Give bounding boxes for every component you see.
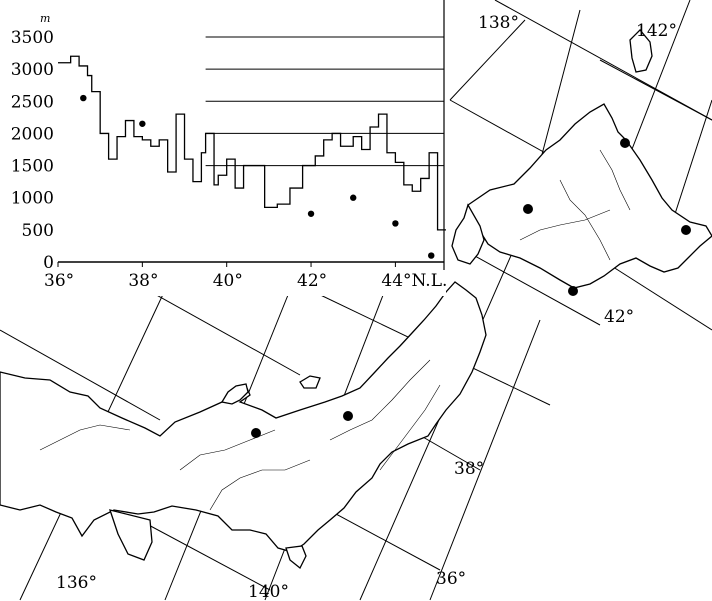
river-line xyxy=(329,359,431,441)
oshima-peninsula xyxy=(451,203,485,265)
y-tick-label: 2500 xyxy=(11,92,54,112)
river-line xyxy=(209,459,311,511)
river-line xyxy=(599,149,631,211)
river-line xyxy=(39,424,131,451)
hokkaido-coast xyxy=(467,103,712,289)
x-tick-label: 42° xyxy=(297,271,327,291)
y-unit-label: m xyxy=(40,12,50,25)
site-marker xyxy=(251,428,261,438)
site-marker xyxy=(681,225,691,235)
site-point xyxy=(80,94,87,102)
y-tick-label: 2000 xyxy=(11,124,54,144)
site-points xyxy=(80,94,435,259)
y-tick-label: 1500 xyxy=(11,157,54,177)
x-tick-label: 40° xyxy=(213,271,243,291)
site-marker xyxy=(343,411,353,421)
x-tick-label: 38° xyxy=(128,271,158,291)
x-tick-label: 36° xyxy=(44,271,74,291)
y-tick-label: 1000 xyxy=(11,189,54,209)
izu-peninsula xyxy=(285,545,307,570)
site-marker xyxy=(568,286,578,296)
gridlines xyxy=(205,36,444,167)
longitude-label-138: 138° xyxy=(478,13,519,33)
site-point xyxy=(307,210,315,217)
graticule-line xyxy=(449,19,526,101)
graticule-line xyxy=(494,0,712,121)
site-marker xyxy=(523,204,533,214)
site-markers xyxy=(251,138,691,438)
chart-panel xyxy=(0,0,446,296)
graticule-line xyxy=(429,319,541,601)
y-tick-label: 3000 xyxy=(11,60,54,80)
rivers xyxy=(39,149,631,511)
graticule-line xyxy=(129,514,271,591)
kii-peninsula xyxy=(109,509,153,561)
sado-island xyxy=(299,375,321,389)
y-tick-label: 500 xyxy=(22,221,54,241)
graticule-line xyxy=(454,244,601,326)
river-line xyxy=(519,209,611,241)
graticule-line xyxy=(599,59,712,121)
graticule-line xyxy=(609,264,712,331)
sakhalin-tip xyxy=(629,29,653,73)
graticule-line xyxy=(0,329,161,421)
river-line xyxy=(379,384,441,471)
site-marker xyxy=(620,138,630,148)
x-tick-label: 44°N.L. xyxy=(381,271,447,291)
longitude-label-140: 140° xyxy=(248,582,289,601)
noto-peninsula xyxy=(220,383,249,405)
site-point xyxy=(350,194,357,201)
latitude-label-38: 38° xyxy=(454,459,484,479)
river-line xyxy=(559,179,611,261)
site-point xyxy=(139,120,146,127)
latitude-label-36: 36° xyxy=(436,569,466,589)
y-axis-ticks: 3500 3000 2500 2000 1500 1000 500 0 xyxy=(11,28,54,273)
y-tick-label: 0 xyxy=(43,253,54,273)
elevation-profile-line xyxy=(58,55,446,231)
x-axis-ticks: 36° 38° 40° 42° 44°N.L. xyxy=(44,262,447,291)
longitude-label-142: 142° xyxy=(636,21,677,41)
y-tick-label: 3500 xyxy=(11,28,54,48)
latitude-label-42: 42° xyxy=(604,307,634,327)
longitude-label-136: 136° xyxy=(56,573,97,593)
site-point xyxy=(392,220,399,227)
site-point xyxy=(428,252,435,259)
